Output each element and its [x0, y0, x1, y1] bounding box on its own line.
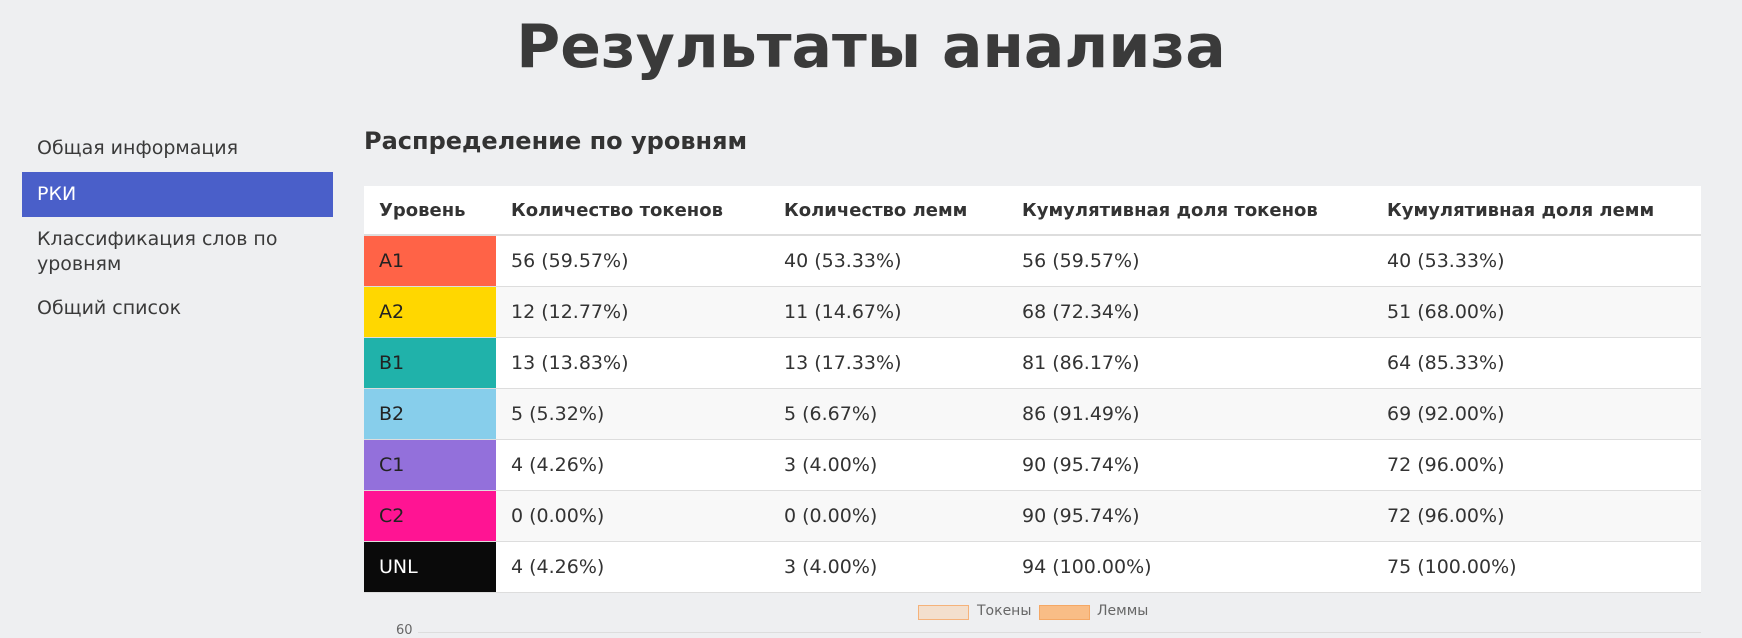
level-cell: UNL	[364, 542, 496, 592]
table-cell: 51 (68.00%)	[1387, 301, 1505, 323]
table-cell: 12 (12.77%)	[511, 301, 629, 323]
table-cell: 90 (95.74%)	[1022, 454, 1140, 476]
table-cell: 11 (14.67%)	[784, 301, 902, 323]
level-cell: A2	[364, 287, 496, 337]
table-cell: 5 (5.32%)	[511, 403, 605, 425]
table-cell: 4 (4.26%)	[511, 556, 605, 578]
level-cell: A1	[364, 236, 496, 286]
table-cell: 69 (92.00%)	[1387, 403, 1505, 425]
table-cell: 75 (100.00%)	[1387, 556, 1517, 578]
legend-label: Леммы	[1097, 603, 1149, 619]
table-row: B2 5 (5.32%) 5 (6.67%) 86 (91.49%) 69 (92.00…	[364, 389, 1701, 440]
table-cell: 0 (0.00%)	[784, 505, 878, 527]
table-cell: 81 (86.17%)	[1022, 352, 1140, 374]
table-cell: 72 (96.00%)	[1387, 454, 1505, 476]
table-cell: 4 (4.26%)	[511, 454, 605, 476]
table-cell: 56 (59.57%)	[1022, 250, 1140, 272]
table-cell: 72 (96.00%)	[1387, 505, 1505, 527]
column-header: Кумулятивная доля лемм	[1387, 200, 1655, 221]
table-cell: 13 (17.33%)	[784, 352, 902, 374]
table-row: C2 0 (0.00%) 0 (0.00%) 90 (95.74%) 72 (96.00…	[364, 491, 1701, 542]
column-header: Кумулятивная доля токенов	[1022, 200, 1318, 221]
table-cell: 0 (0.00%)	[511, 505, 605, 527]
table-cell: 90 (95.74%)	[1022, 505, 1140, 527]
nav-item[interactable]: Классификация слов по уровням	[37, 228, 278, 275]
level-cell: B2	[364, 389, 496, 439]
table-header: Уровень Количество токенов Количество лемм…	[364, 186, 1701, 236]
table-cell: 68 (72.34%)	[1022, 301, 1140, 323]
nav-item[interactable]: Общий список	[37, 297, 182, 319]
table-cell: 3 (4.00%)	[784, 454, 878, 476]
legend-label: Токены	[977, 603, 1032, 619]
column-header: Уровень	[379, 200, 466, 221]
table-cell: 94 (100.00%)	[1022, 556, 1152, 578]
table-cell: 40 (53.33%)	[784, 250, 902, 272]
table-row: C1 4 (4.26%) 3 (4.00%) 90 (95.74%) 72 (96.00…	[364, 440, 1701, 491]
table-cell: 5 (6.67%)	[784, 403, 878, 425]
table-row: A2 12 (12.77%) 11 (14.67%) 68 (72.34%) 51 (6…	[364, 287, 1701, 338]
section-title: Распределение по уровням	[364, 127, 748, 155]
legend-swatch	[918, 605, 969, 620]
table-cell: 3 (4.00%)	[784, 556, 878, 578]
level-cell: C2	[364, 491, 496, 541]
legend-swatch	[1039, 605, 1090, 620]
column-header: Количество токенов	[511, 200, 723, 221]
table-row: A1 56 (59.57%) 40 (53.33%) 56 (59.57%) 40 (5…	[364, 236, 1701, 287]
table-cell: 13 (13.83%)	[511, 352, 629, 374]
nav-item[interactable]: Общая информация	[37, 137, 239, 159]
table-row: UNL 4 (4.26%) 3 (4.00%) 94 (100.00%) 75 (100…	[364, 542, 1701, 593]
table-cell: 64 (85.33%)	[1387, 352, 1505, 374]
table-row: B1 13 (13.83%) 13 (17.33%) 81 (86.17%) 64 (8…	[364, 338, 1701, 389]
level-cell: C1	[364, 440, 496, 490]
page-title: Результаты анализа	[516, 12, 1226, 82]
table: Уровень Количество токенов Количество лемм…	[364, 186, 1701, 593]
nav-item[interactable]: РКИ	[22, 172, 333, 217]
table-cell: 56 (59.57%)	[511, 250, 629, 272]
column-header: Количество лемм	[784, 200, 968, 221]
table-cell: 86 (91.49%)	[1022, 403, 1140, 425]
level-cell: B1	[364, 338, 496, 388]
y-tick-label: 60	[396, 623, 413, 638]
table-cell: 40 (53.33%)	[1387, 250, 1505, 272]
